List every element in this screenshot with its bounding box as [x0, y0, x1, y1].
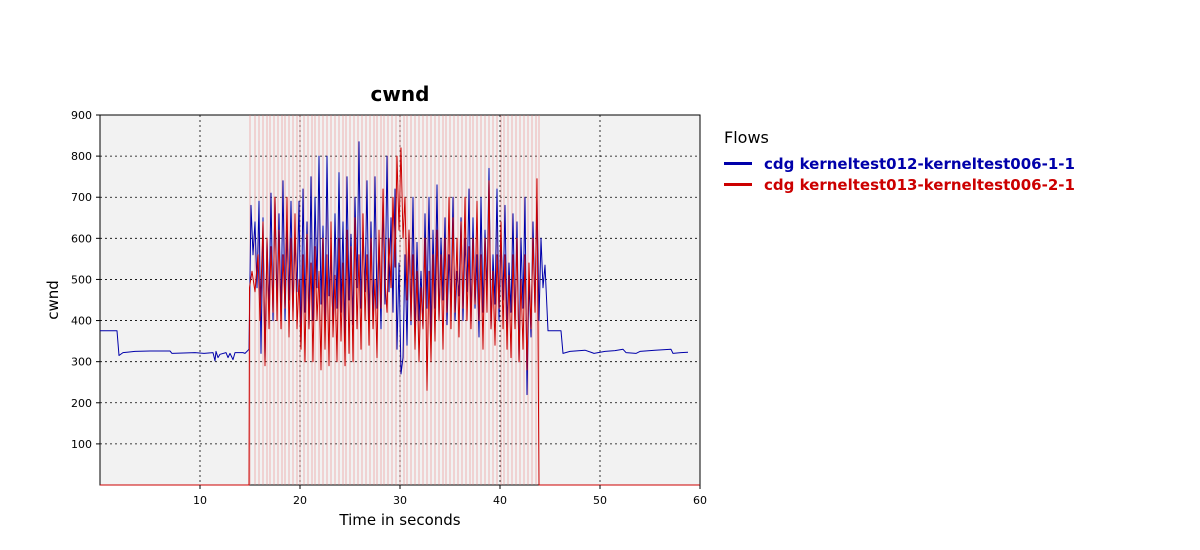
y-tick-label: 600	[71, 232, 92, 245]
x-axis-label: Time in seconds	[338, 511, 460, 529]
chart-title: cwnd	[371, 82, 430, 106]
legend-title: Flows	[724, 128, 769, 147]
x-tick-label: 20	[293, 494, 307, 507]
legend-item-flow-2: cdg kerneltest013-kerneltest006-2-1	[724, 174, 1075, 195]
y-tick-label: 700	[71, 191, 92, 204]
legend-swatch-flow-2	[724, 183, 752, 186]
y-tick-label: 400	[71, 315, 92, 328]
y-tick-label: 300	[71, 356, 92, 369]
y-tick-label: 500	[71, 273, 92, 286]
x-tick-label: 60	[693, 494, 707, 507]
y-axis-label: cwnd	[44, 280, 62, 320]
legend-label-flow-2: cdg kerneltest013-kerneltest006-2-1	[764, 175, 1075, 194]
x-tick-label: 50	[593, 494, 607, 507]
legend-item-flow-1: cdg kerneltest012-kerneltest006-1-1	[724, 153, 1075, 174]
y-axis-ticks: 100 200 300 400 500 600 700 800 900	[71, 109, 100, 451]
legend-label-flow-1: cdg kerneltest012-kerneltest006-1-1	[764, 154, 1075, 173]
y-tick-label: 200	[71, 397, 92, 410]
x-axis-ticks: 10 20 30 40 50 60	[193, 485, 707, 507]
series-lines	[100, 141, 700, 486]
series-line-flow-2	[100, 147, 700, 486]
legend-swatch-flow-1	[724, 162, 752, 165]
y-tick-label: 800	[71, 150, 92, 163]
x-tick-label: 40	[493, 494, 507, 507]
y-tick-label: 900	[71, 109, 92, 122]
legend: Flows cdg kerneltest012-kerneltest006-1-…	[724, 128, 1075, 195]
y-tick-label: 100	[71, 438, 92, 451]
x-tick-label: 30	[393, 494, 407, 507]
x-tick-label: 10	[193, 494, 207, 507]
